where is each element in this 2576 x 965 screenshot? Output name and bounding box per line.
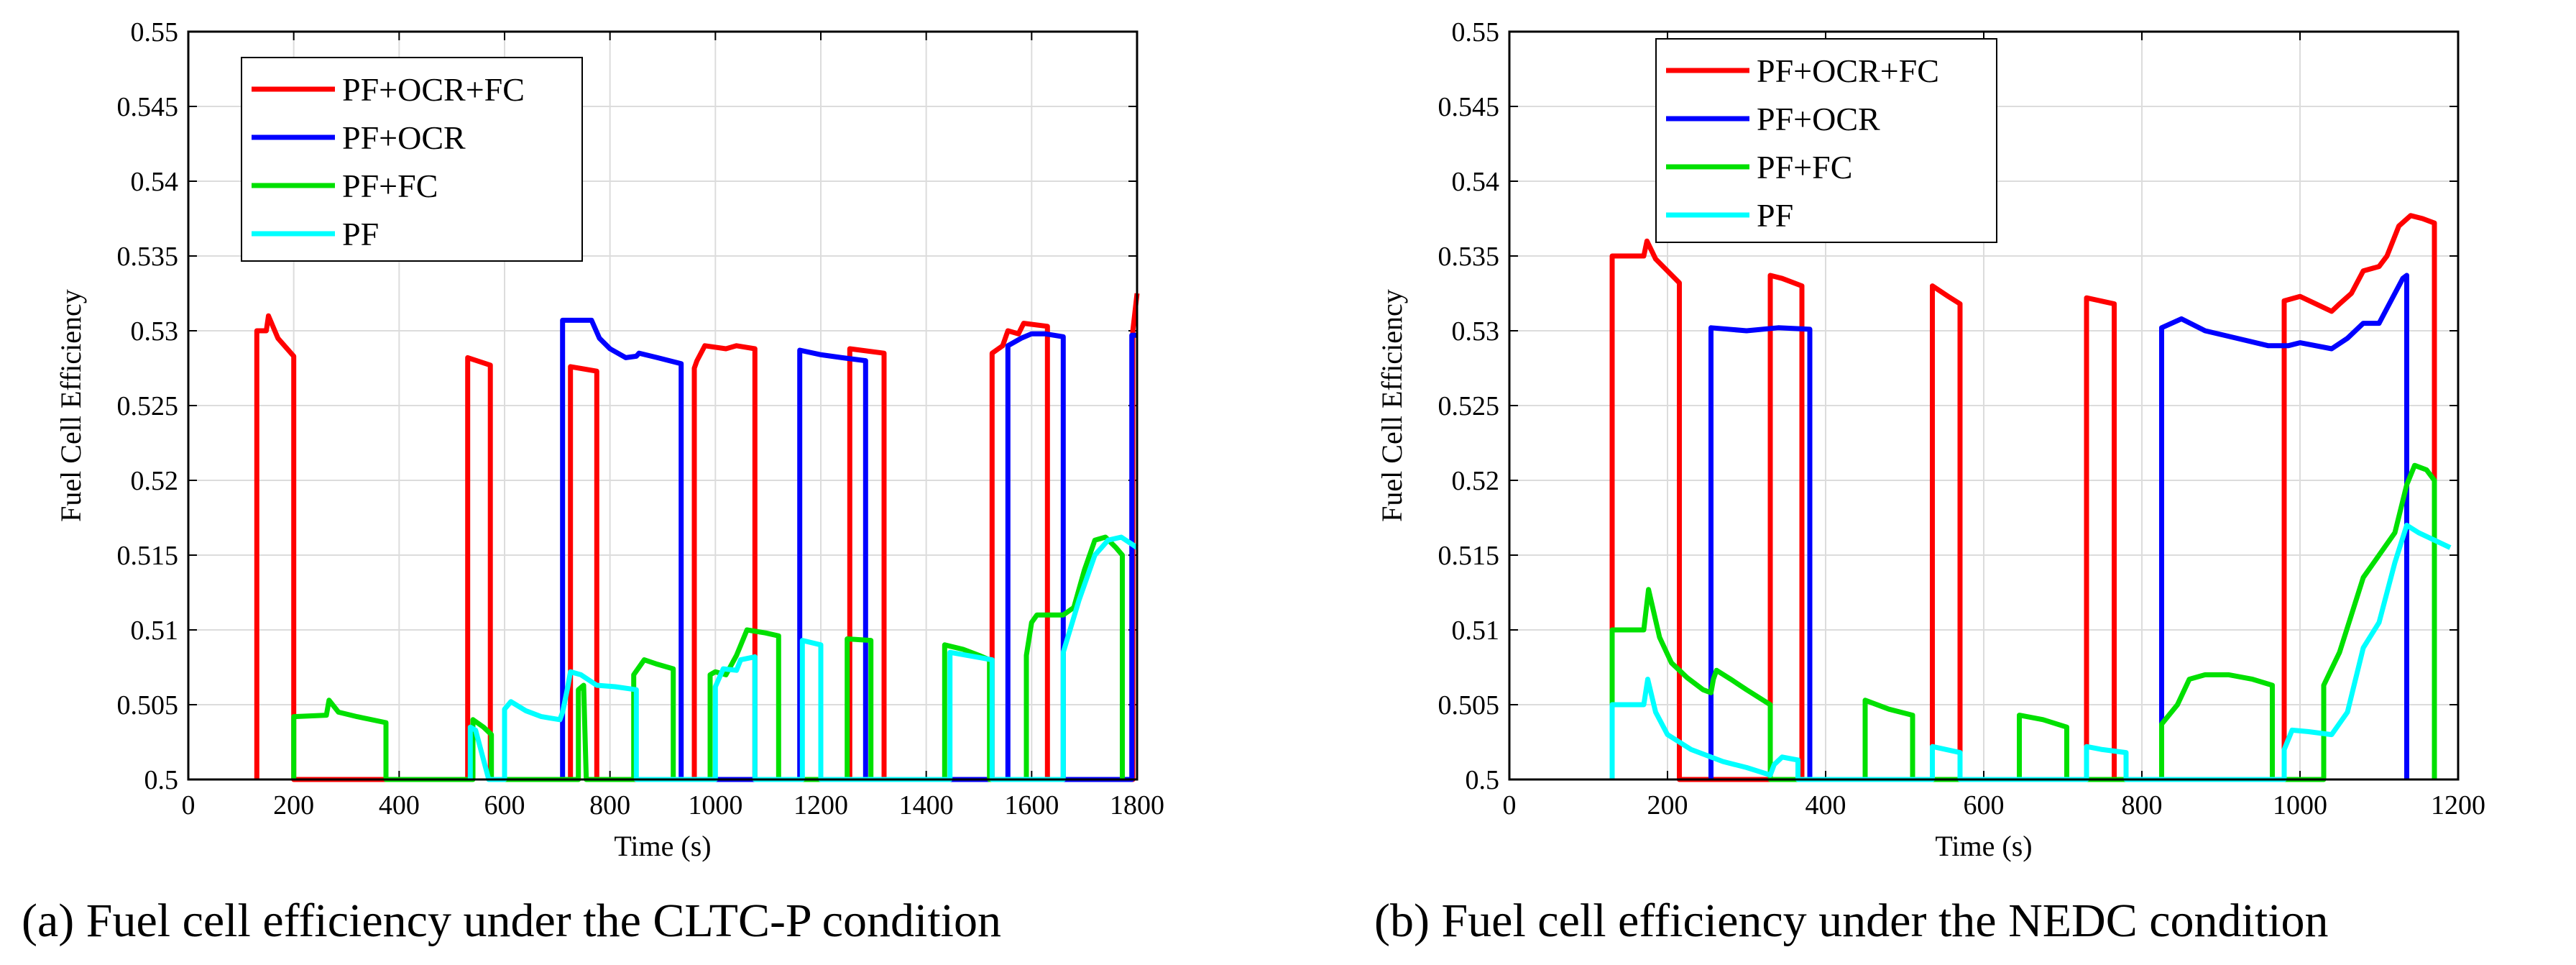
- x-tick-label: 600: [484, 790, 525, 820]
- x-tick-label: 400: [1806, 790, 1846, 820]
- chart-cltc-p: 0 200 400 600 800 1000 1200 1400 1600 1800 0.5 0.50…: [55, 17, 1164, 862]
- legend-label: PF+OCR: [1757, 101, 1880, 137]
- x-axis-label: Time (s): [1935, 830, 2032, 862]
- legend-label: PF: [1757, 197, 1793, 234]
- series-line-pf-ocr: [1708, 273, 2409, 782]
- y-tick-label: 0.54: [131, 167, 179, 197]
- legend: PF+OCR+FC PF+OCR PF+FC PF: [1655, 38, 1997, 243]
- x-tick-label: 1800: [1110, 790, 1164, 820]
- legend-label: PF+OCR: [342, 119, 466, 156]
- y-tick-label: 0.53: [1452, 316, 1500, 347]
- y-axis-label: Fuel Cell Efficiency: [55, 289, 87, 522]
- caption-cltc-p: (a) Fuel cell efficiency under the CLTC-…: [22, 895, 1001, 947]
- y-tick-label: 0.545: [117, 92, 179, 122]
- x-tick-label: 1400: [899, 790, 954, 820]
- legend-label: PF+FC: [342, 168, 438, 204]
- x-tick-label: 1200: [794, 790, 848, 820]
- y-tick-label: 0.52: [131, 466, 179, 496]
- x-tick-label: 600: [1964, 790, 2005, 820]
- y-tick-label: 0.535: [117, 242, 179, 272]
- y-tick-label: 0.5: [144, 765, 179, 795]
- y-tick-label: 0.505: [1438, 690, 1500, 721]
- y-tick-label: 0.525: [1438, 391, 1500, 421]
- x-tick-label: 1600: [1004, 790, 1059, 820]
- legend-label: PF+OCR+FC: [342, 71, 525, 108]
- y-tick-label: 0.54: [1452, 167, 1500, 197]
- x-tick-label: 400: [379, 790, 420, 820]
- x-tick-label: 800: [589, 790, 630, 820]
- x-tick-label: 1000: [2273, 790, 2327, 820]
- series-line-pf-fc: [1609, 462, 2437, 782]
- y-tick-label: 0.515: [117, 541, 179, 571]
- y-tick-label: 0.515: [1438, 541, 1500, 571]
- x-tick-label: 0: [182, 790, 196, 820]
- y-tick-label: 0.53: [131, 316, 179, 347]
- x-tick-label: 1000: [688, 790, 742, 820]
- axes-frame: [187, 30, 1138, 781]
- caption-nedc: (b) Fuel cell efficiency under the NEDC …: [1374, 895, 2329, 947]
- x-tick-label: 0: [1503, 790, 1517, 820]
- axes-frame: [1508, 30, 2460, 781]
- legend: PF+OCR+FC PF+OCR PF+FC PF: [241, 57, 583, 262]
- x-tick-label: 200: [1647, 790, 1688, 820]
- y-tick-label: 0.52: [1452, 466, 1500, 496]
- x-tick-label: 200: [273, 790, 314, 820]
- legend-label: PF+FC: [1757, 149, 1852, 186]
- y-tick-label: 0.51: [1452, 616, 1500, 646]
- y-tick-label: 0.505: [117, 690, 179, 721]
- y-tick-label: 0.55: [1452, 17, 1500, 47]
- series-line-pf-ocr: [560, 317, 1137, 782]
- x-axis-label: Time (s): [614, 830, 711, 862]
- legend-label: PF+OCR+FC: [1757, 52, 1939, 89]
- legend-label: PF: [342, 216, 379, 252]
- y-axis-label: Fuel Cell Efficiency: [1376, 289, 1408, 522]
- y-tick-label: 0.545: [1438, 92, 1500, 122]
- y-tick-label: 0.5: [1466, 765, 1500, 795]
- y-tick-label: 0.535: [1438, 242, 1500, 272]
- y-tick-label: 0.55: [131, 17, 179, 47]
- x-tick-label: 1200: [2431, 790, 2485, 820]
- y-tick-label: 0.525: [117, 391, 179, 421]
- chart-nedc: 0 200 400 600 800 1000 1200 0.5 0.505 0.51 0.515 0.…: [1376, 17, 2485, 862]
- y-tick-label: 0.51: [131, 616, 179, 646]
- x-tick-label: 800: [2122, 790, 2163, 820]
